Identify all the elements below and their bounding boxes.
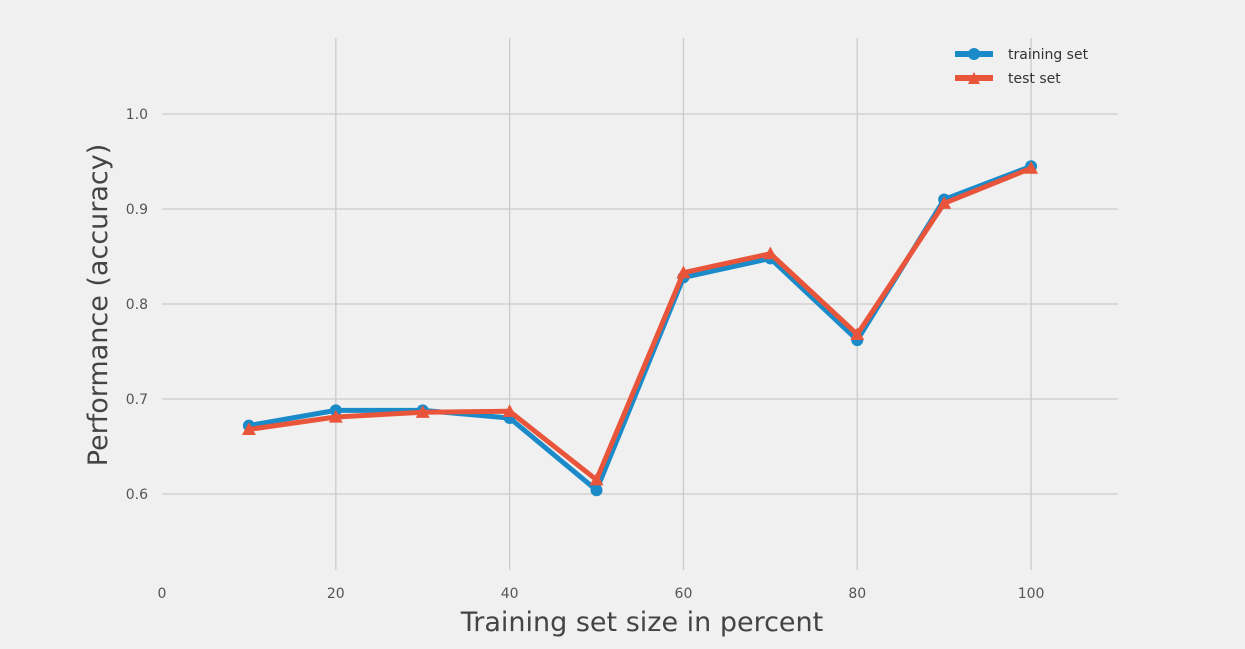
x-axis-label: Training set size in percent: [460, 607, 824, 638]
test-point: [241, 422, 256, 435]
training-point: [590, 484, 603, 497]
test-point: [415, 405, 430, 418]
y-tick-label: 0.7: [126, 392, 148, 408]
test-point: [937, 196, 952, 209]
grid: [162, 38, 1118, 570]
legend: training set test set: [955, 47, 1089, 87]
x-tick-label: 0: [158, 586, 167, 602]
y-tick-label: 0.6: [126, 487, 148, 503]
series-group: [241, 160, 1039, 497]
test-point: [676, 265, 691, 279]
x-tick-label: 60: [675, 586, 693, 602]
test-point: [502, 404, 517, 417]
legend-marker-circle: [968, 48, 980, 60]
x-tick-label: 20: [327, 586, 345, 602]
test-point: [850, 327, 865, 340]
x-tick-label: 40: [501, 586, 519, 602]
tick-labels: 0 20 40 60 80 100 0.6 0.7 0.8 0.9 1.0: [126, 107, 1045, 602]
y-axis-label: Performance (accuracy): [83, 144, 114, 467]
y-tick-label: 0.8: [126, 297, 148, 313]
test-point: [763, 246, 778, 260]
legend-marker-triangle: [968, 72, 980, 84]
series-line-test: [246, 165, 1034, 483]
y-tick-label: 1.0: [126, 107, 148, 123]
legend-label: test set: [1008, 71, 1061, 87]
test-point: [1024, 161, 1039, 174]
test-point: [589, 472, 604, 486]
legend-label: training set: [1008, 47, 1089, 63]
x-tick-label: 80: [848, 586, 866, 602]
test-point: [328, 410, 343, 423]
y-tick-label: 0.9: [126, 202, 148, 218]
x-tick-label: 100: [1018, 586, 1045, 602]
